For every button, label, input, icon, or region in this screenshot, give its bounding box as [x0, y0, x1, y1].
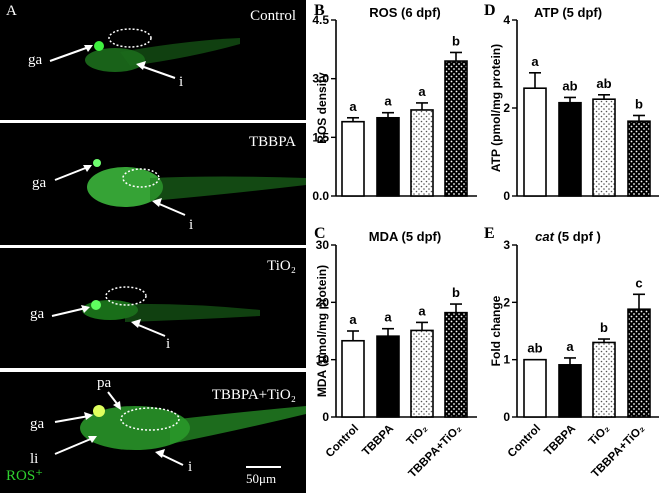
panel-c-significance-letter: b [452, 285, 460, 300]
panel-c-x-tick-label: TBBPA+TiO₂ [406, 423, 464, 481]
condition-label-tbbpa-tio2: TBBPA+TiO₂ [211, 387, 296, 403]
panel-b-bar [341, 120, 365, 197]
label-ga: ga [30, 306, 45, 322]
panel-e-x-tick-label: TBBPA+TiO₂ [589, 423, 647, 481]
panel-b-y-axis-label: ROS density [315, 72, 329, 144]
fluorescence-image-control: A Control ga i [0, 0, 306, 120]
panel-c-y-tick-label: 10 [316, 353, 330, 367]
panel-c-significance-letter: a [384, 310, 392, 325]
fluorescence-image-tbbpa: TBBPA ga i [0, 123, 306, 245]
panel-e-x-tick-label: TiO₂ [587, 423, 613, 449]
panel-d-y-axis-label: ATP (pmol/mg protein) [489, 44, 503, 172]
panel-b-letter: B [314, 2, 325, 19]
panel-c-bar [444, 311, 468, 418]
fish-silhouette-tbbpa [54, 159, 306, 216]
panel-c-x-tick-label: Control [324, 423, 361, 460]
label-i: i [166, 336, 171, 352]
panel-c-y-tick-label: 0 [322, 410, 329, 424]
panel-e-bar [592, 341, 616, 418]
panel-d-bar [627, 120, 651, 197]
panel-c-x-tick-label: TiO₂ [405, 423, 431, 449]
fluorescence-image-tio2: TiO₂ ga i [0, 248, 306, 368]
panel-c-y-axis-label: MDA (μmol/mg protein) [315, 265, 329, 397]
panel-d-letter: D [484, 2, 496, 19]
panel-b-significance-letter: a [349, 99, 357, 114]
panel-e-significance-letter: a [566, 339, 574, 354]
panel-c-bar [410, 329, 434, 418]
panel-c-x-tick-label: TBBPA [360, 423, 396, 459]
label-ga: ga [30, 416, 45, 432]
condition-label-tio2: TiO₂ [267, 258, 296, 274]
panel-b-significance-letter: b [452, 33, 460, 48]
fish-silhouette-tio2 [51, 286, 260, 337]
panel-d-significance-letter: ab [596, 76, 611, 91]
panel-d-significance-letter: ab [562, 78, 577, 93]
label-li: li [30, 451, 39, 467]
panel-d-bar [592, 98, 616, 197]
panel-c-significance-letter: a [349, 312, 357, 327]
ros-legend: ROS⁺ [6, 468, 44, 484]
panel-b-title: ROS (6 dpf) [369, 5, 441, 20]
label-i: i [189, 217, 194, 233]
label-pa: pa [97, 375, 112, 391]
panel-e-bar [627, 308, 651, 418]
panel-d-bar [523, 87, 547, 197]
panel-e-y-tick-label: 3 [503, 238, 510, 252]
panel-c-bar [341, 339, 365, 418]
panel-c-significance-letter: a [418, 303, 426, 318]
panel-e-y-tick-label: 2 [503, 295, 510, 309]
panel-d-title: ATP (5 dpf) [534, 5, 602, 20]
panel-e-bar [523, 358, 547, 418]
label-i: i [188, 459, 193, 475]
panel-c-y-tick-label: 20 [316, 295, 330, 309]
panel-e-letter: E [484, 225, 495, 242]
panel-a-letter: A [6, 3, 17, 19]
panel-c-bar [376, 335, 400, 418]
panel-d-bar [558, 101, 582, 197]
panel-e-significance-letter: b [600, 320, 608, 335]
label-ga: ga [28, 52, 43, 68]
panel-e-x-tick-label: Control [506, 423, 543, 460]
fish-silhouette-tbbpa-tio2 [54, 391, 306, 468]
panel-b-bar [444, 60, 468, 197]
panel-d-significance-letter: a [531, 54, 539, 69]
panel-b-y-tick-label: 1.5 [312, 130, 329, 144]
panel-b-bar [410, 109, 434, 197]
panel-e-y-tick-label: 0 [503, 410, 510, 424]
label-ga: ga [32, 175, 47, 191]
panel-c-letter: C [314, 225, 326, 242]
panel-b-significance-letter: a [418, 84, 426, 99]
panel-d-significance-letter: b [635, 96, 643, 111]
panel-b-y-tick-label: 0.0 [312, 189, 329, 203]
panel-b-y-tick-label: 3.0 [312, 72, 329, 86]
panel-d-y-tick-label: 0 [503, 189, 510, 203]
condition-label-tbbpa: TBBPA [249, 134, 296, 150]
condition-label-control: Control [250, 8, 296, 24]
panel-e-title: cat (5 dpf ) [535, 229, 601, 244]
panel-e-bar [558, 364, 582, 418]
fluorescence-image-tbbpa-tio2: TBBPA+TiO₂ pa ga li i ROS⁺ 50μm [0, 372, 306, 493]
panel-e-significance-letter: c [635, 275, 642, 290]
panel-d-y-tick-label: 2 [503, 101, 510, 115]
label-i: i [179, 74, 184, 90]
panel-e-y-axis-label: Fold change [489, 295, 503, 366]
panel-b-significance-letter: a [384, 94, 392, 109]
panel-c-title: MDA (5 dpf) [369, 229, 441, 244]
fish-silhouette-control [49, 28, 240, 79]
scale-bar-label: 50μm [246, 471, 277, 486]
panel-e-y-tick-label: 1 [503, 353, 510, 367]
panel-d-y-tick-label: 4 [503, 13, 510, 27]
panel-e-significance-letter: ab [527, 341, 542, 356]
panel-e-x-tick-label: TBBPA [542, 423, 578, 459]
panel-b-bar [376, 116, 400, 197]
